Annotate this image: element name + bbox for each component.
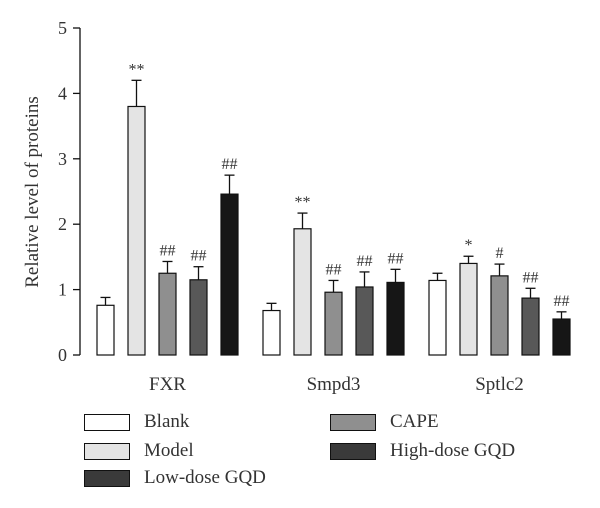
significance-label: ##	[357, 253, 373, 270]
significance-label: ##	[523, 269, 539, 286]
bar	[220, 193, 239, 356]
bar	[552, 318, 571, 356]
chart-axes: 0 1 2 3 4 5 FXR Smpd3 Sptlc2	[58, 18, 524, 395]
y-tick-label: 2	[58, 214, 67, 234]
chart-bars: **## ####**#### ##* #####	[96, 61, 571, 356]
bar	[324, 291, 343, 356]
bar	[355, 286, 374, 356]
bar	[96, 304, 115, 356]
x-category-label: Smpd3	[307, 374, 361, 395]
y-tick-label: 1	[58, 280, 67, 300]
x-category-label: Sptlc2	[475, 374, 524, 395]
bar	[262, 309, 281, 356]
y-tick-label: 4	[58, 83, 67, 103]
significance-label: ##	[388, 250, 404, 267]
x-category-label: FXR	[149, 374, 186, 395]
bar	[490, 275, 509, 356]
significance-label: **	[129, 61, 145, 78]
y-tick-label: 0	[58, 345, 67, 365]
bar	[386, 281, 405, 356]
significance-label: *	[465, 237, 473, 254]
significance-label: ##	[554, 293, 570, 310]
bar	[459, 262, 478, 356]
y-axis-label: Relative level of proteins	[22, 96, 43, 288]
y-tick-label: 3	[58, 149, 67, 169]
bar	[428, 279, 447, 356]
bar	[189, 279, 208, 356]
bar	[158, 272, 177, 356]
significance-label: ##	[191, 248, 207, 265]
significance-label: ##	[326, 261, 342, 278]
significance-label: ##	[222, 156, 238, 173]
significance-label: **	[295, 194, 311, 211]
significance-label: ##	[160, 242, 176, 259]
bar	[127, 105, 146, 356]
significance-label: #	[496, 245, 504, 262]
y-tick-label: 5	[58, 18, 67, 38]
bar	[521, 297, 540, 356]
bar	[293, 228, 312, 356]
